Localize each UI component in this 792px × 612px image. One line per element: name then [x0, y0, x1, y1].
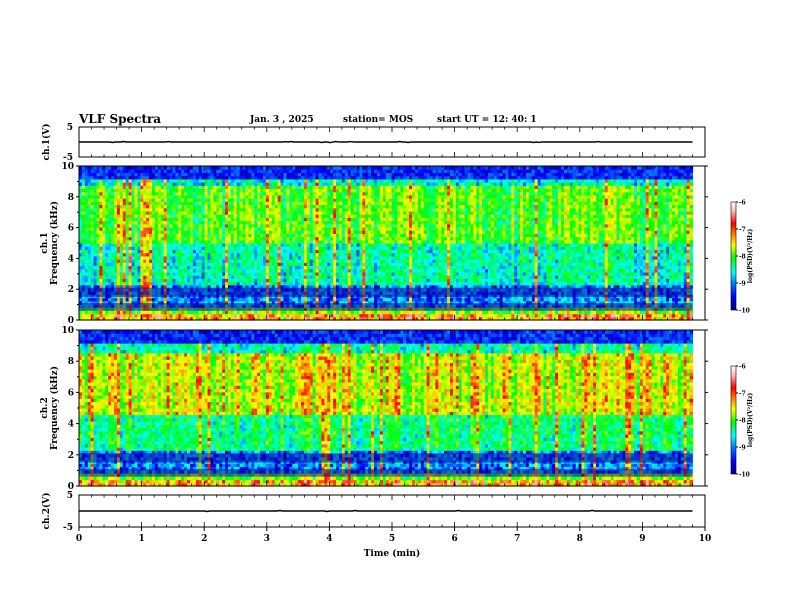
ch2-spectrogram-ytick-label: 10 — [61, 326, 74, 336]
x-axis-tick-label: 7 — [514, 534, 520, 544]
ch1-spectrogram-colorbar-tick-label: -6 — [739, 200, 746, 207]
ch2-spectrogram-image — [79, 330, 693, 487]
ch1-spectrogram-colorbar-tick-label: -7 — [739, 227, 746, 234]
ch1-spectrogram-ytick-label: 8 — [68, 193, 74, 203]
ch2-voltage-ytick-label: 5 — [67, 491, 73, 501]
ch2-spectrogram-colorbar-tick-label: -6 — [739, 364, 746, 371]
ch1-spectrogram-colorbar — [731, 202, 736, 310]
x-axis-tick-label: 8 — [577, 534, 583, 544]
x-axis-tick-label: 9 — [639, 534, 645, 544]
ch1-spectrogram-ylabel-freq: Frequency (kHz) — [49, 201, 60, 285]
x-axis-tick-label: 1 — [138, 534, 144, 544]
ch2-spectrogram-colorbar-tick-label: -9 — [739, 445, 746, 452]
ch2-spectrogram-ytick-label: 2 — [68, 451, 74, 461]
ch1-spectrogram-colorbar-tick-label: -9 — [739, 281, 746, 288]
ch1-spectrogram-ytick-label: 4 — [68, 254, 74, 264]
x-axis-label: Time (min) — [364, 548, 421, 559]
ch1-spectrogram-colorbar-tick-label: -8 — [739, 254, 746, 261]
ch1-spectrogram-image — [79, 166, 693, 321]
ch2-spectrogram-ytick-label: 0 — [68, 482, 74, 492]
ch2-voltage-ytick-label: -5 — [63, 523, 73, 533]
ch1-spectrogram-ytick-label: 6 — [68, 224, 74, 234]
ch2-spectrogram-ytick-label: 6 — [68, 388, 74, 398]
ch2-spectrogram-ylabel-freq: Frequency (kHz) — [49, 366, 60, 450]
ch2-voltage-trace — [79, 510, 693, 511]
ch1-voltage-trace — [79, 142, 693, 143]
ch2-spectrogram-colorbar — [731, 366, 736, 474]
x-axis-tick-label: 10 — [699, 534, 712, 544]
ch2-spectrogram-ytick-label: 4 — [68, 420, 74, 430]
x-axis-tick-label: 5 — [389, 534, 395, 544]
x-axis-tick-label: 2 — [201, 534, 207, 544]
x-axis-tick-label: 0 — [76, 534, 82, 544]
ch1-spectrogram-ytick-label: 0 — [68, 316, 74, 326]
ch1-voltage-ylabel: ch.1(V) — [41, 124, 52, 161]
ch2-spectrogram-colorbar-tick-label: -8 — [739, 418, 746, 425]
ch2-spectrogram-ylabel-channel: ch.2 — [40, 397, 50, 418]
vlf-figure: 5-5ch.1(V)5-5ch.2(V)0246810ch.1 Frequency… — [0, 0, 792, 612]
x-axis-tick-label: 6 — [451, 534, 457, 544]
ch1-spectrogram-colorbar-label: log(PSD)(V²/Hz) — [747, 229, 754, 284]
x-axis-tick-label: 4 — [326, 534, 332, 544]
ch2-spectrogram-colorbar-tick-label: -7 — [739, 391, 746, 398]
ch2-spectrogram-colorbar-label: log(PSD)(V²/Hz) — [747, 393, 754, 448]
x-axis-tick-label: 3 — [264, 534, 270, 544]
ch2-spectrogram-colorbar-tick-label: -10 — [739, 472, 750, 479]
ch1-spectrogram-ylabel-channel: ch.1 — [40, 232, 50, 253]
ch1-voltage-ytick-label: 5 — [67, 123, 73, 133]
ch1-spectrogram-ytick-label: 10 — [61, 162, 74, 172]
ch1-spectrogram-ytick-label: 2 — [68, 285, 74, 295]
ch2-voltage-ylabel: ch.2(V) — [41, 493, 52, 530]
ch2-spectrogram-ytick-label: 8 — [68, 357, 74, 367]
ch1-spectrogram-colorbar-tick-label: -10 — [739, 308, 750, 315]
